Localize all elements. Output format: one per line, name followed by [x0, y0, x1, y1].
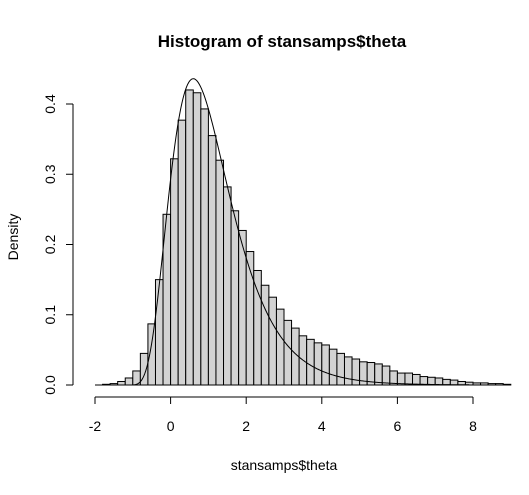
x-tick-label: 2: [242, 418, 250, 434]
histogram-bar: [427, 376, 436, 386]
x-tick-label: -2: [89, 418, 102, 434]
histogram-bar: [124, 377, 134, 386]
histogram-bar: [260, 284, 270, 386]
histogram-bar: [306, 338, 315, 386]
histogram-bar: [487, 383, 497, 386]
y-tick-label: 0.4: [42, 94, 58, 114]
histogram-bar: [419, 376, 429, 386]
histogram-bar: [412, 373, 421, 386]
histogram-bar: [343, 356, 353, 386]
histogram-bar: [283, 319, 293, 386]
histogram-bar: [177, 119, 187, 386]
chart-title: Histogram of stansamps$theta: [158, 32, 407, 51]
histogram-bar: [215, 159, 225, 386]
histogram-bar: [147, 323, 156, 386]
histogram-bar: [200, 108, 209, 386]
histogram-bar: [207, 135, 217, 386]
histogram-bar: [502, 383, 512, 386]
histogram-bar: [328, 348, 338, 386]
histogram-bar: [223, 186, 232, 386]
y-tick-label: 0.3: [42, 164, 58, 184]
y-tick-label: 0.1: [42, 305, 58, 325]
histogram-bar: [154, 279, 164, 386]
histogram-bar: [313, 342, 323, 386]
y-axis-label: Density: [5, 214, 21, 261]
density-curve: [125, 78, 470, 386]
histogram-bar: [351, 358, 361, 386]
histogram-bar: [381, 365, 391, 386]
bars: [95, 89, 512, 386]
y-tick-label: 0.2: [42, 235, 58, 255]
histogram-bar: [275, 308, 285, 386]
histogram-bar: [268, 296, 277, 386]
histogram-bar: [434, 377, 444, 386]
y-axis: 0.0 0.1 0.2 0.3 0.4: [42, 94, 74, 395]
x-axis-label: stansamps$theta: [231, 457, 338, 473]
histogram-bar: [404, 372, 414, 386]
histogram-bar: [170, 158, 179, 386]
histogram-bar: [230, 210, 240, 386]
histogram-bar: [495, 383, 504, 386]
x-tick-label: 0: [167, 418, 175, 434]
histogram-bar: [117, 380, 126, 386]
x-tick-label: 4: [318, 418, 326, 434]
x-tick-label: 6: [394, 418, 402, 434]
x-tick-label: 8: [469, 418, 477, 434]
histogram-bar: [245, 251, 255, 386]
histogram-bar: [185, 89, 194, 386]
x-axis: -2 0 2 4 6 8: [89, 396, 477, 434]
y-tick-label: 0.0: [42, 375, 58, 395]
histogram-bar: [336, 352, 345, 386]
histogram-bar: [253, 269, 262, 386]
histogram-bar: [192, 92, 202, 386]
histogram-bar: [321, 344, 330, 386]
